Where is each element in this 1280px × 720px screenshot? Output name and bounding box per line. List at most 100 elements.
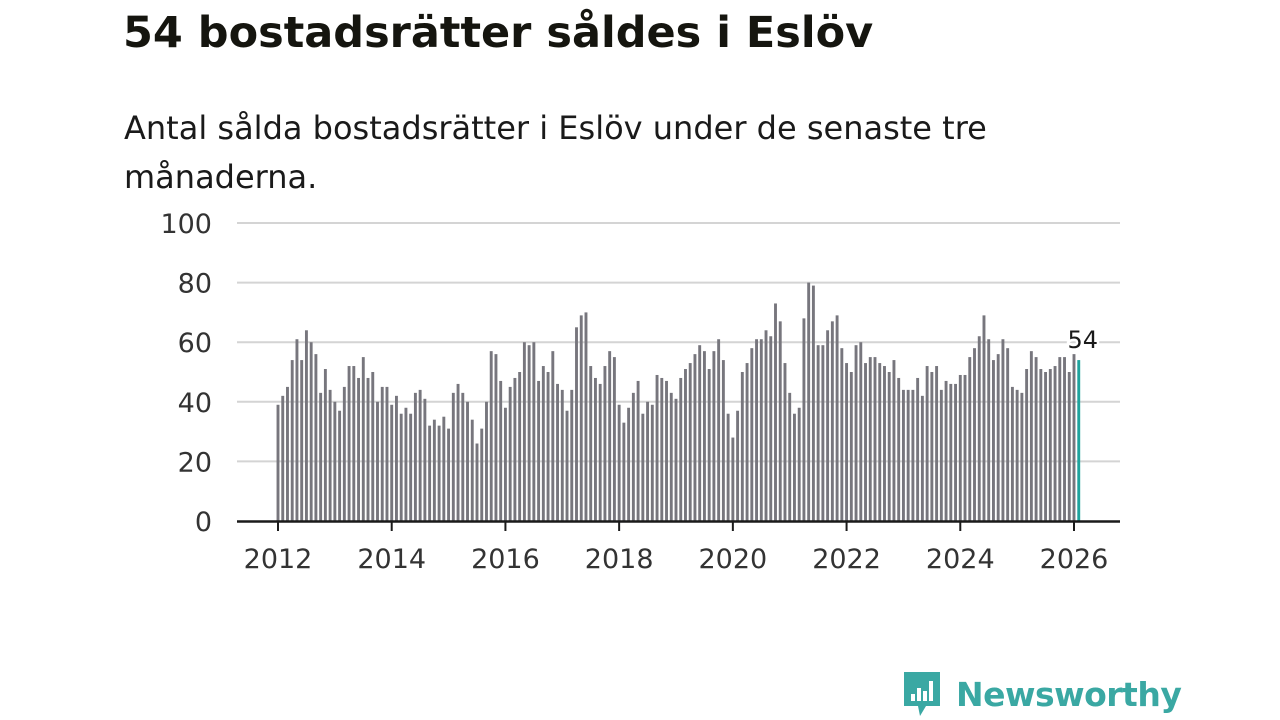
bar (878, 363, 882, 521)
bar (1006, 348, 1010, 521)
bar (485, 401, 488, 521)
bar (949, 383, 953, 521)
bar (963, 374, 967, 521)
bar (603, 366, 607, 521)
y-tick-label: 100 (160, 209, 212, 240)
bar (693, 354, 697, 521)
bar (935, 366, 939, 521)
bar (323, 369, 327, 521)
bar (281, 395, 285, 521)
bar (679, 377, 683, 521)
bar (665, 380, 668, 521)
bar (1058, 357, 1062, 521)
bar (897, 377, 901, 521)
y-tick-label: 0 (195, 507, 212, 538)
bar (309, 342, 313, 521)
bar (338, 410, 342, 521)
bar (304, 330, 308, 521)
bar (769, 336, 773, 521)
brand-name: Newsworthy (956, 674, 1182, 714)
bar (1015, 389, 1019, 521)
bar (911, 389, 915, 521)
bar (575, 327, 578, 521)
bar (816, 345, 820, 521)
bar (973, 348, 976, 521)
bar (968, 357, 972, 521)
bar (522, 342, 526, 521)
bar (684, 369, 687, 521)
bar (594, 377, 597, 521)
bar (807, 282, 811, 521)
x-tick-label: 2016 (471, 544, 540, 575)
bar (835, 315, 839, 521)
bar (518, 372, 522, 521)
x-tick-label: 2026 (1040, 544, 1109, 575)
bar (688, 363, 692, 521)
bar (650, 404, 654, 521)
brand-logo[interactable]: Newsworthy (902, 670, 1182, 718)
bar (499, 380, 503, 521)
bar (461, 392, 465, 521)
bar (413, 392, 417, 521)
bar (390, 404, 394, 521)
bar (631, 392, 635, 521)
bar (627, 407, 631, 521)
bar (395, 395, 398, 521)
bar (868, 357, 872, 521)
bar (328, 389, 332, 521)
bar (290, 360, 294, 521)
bar (366, 377, 370, 521)
bar (745, 363, 749, 521)
bar (987, 339, 991, 521)
bar (736, 410, 740, 521)
bar (674, 398, 678, 521)
bar (1048, 369, 1052, 521)
bar (977, 336, 981, 521)
bar (793, 413, 796, 521)
bar (712, 351, 716, 521)
bar (456, 383, 460, 521)
y-tick-label: 20 (178, 447, 212, 478)
x-tick-label: 2020 (698, 544, 767, 575)
bar (357, 377, 360, 521)
bar (612, 357, 616, 521)
bar (859, 342, 863, 521)
bar (774, 303, 777, 521)
bar (451, 392, 455, 521)
bar (906, 389, 910, 521)
bar (617, 404, 621, 521)
bar (527, 345, 531, 521)
bar (608, 351, 612, 521)
bar (428, 425, 432, 521)
bar (352, 366, 356, 521)
bar (1001, 339, 1005, 521)
bar (826, 330, 830, 521)
chart-subtitle: Antal sålda bostadsrätter i Eslöv under … (124, 109, 987, 196)
bar (992, 360, 995, 521)
bar (1039, 369, 1043, 521)
bar (759, 339, 763, 521)
x-tick-label: 2024 (926, 544, 995, 575)
bar (385, 386, 389, 521)
bar (1025, 369, 1029, 521)
bar (579, 315, 583, 521)
bar (314, 354, 318, 521)
bar (1020, 392, 1024, 521)
bar (982, 315, 986, 521)
bar (437, 425, 441, 521)
bar (1053, 366, 1057, 521)
bar (1063, 357, 1066, 521)
bar (342, 386, 346, 521)
bar (532, 342, 536, 521)
bar (726, 413, 730, 521)
bar (731, 437, 735, 521)
bar (286, 386, 289, 521)
bar (854, 345, 858, 521)
bar (636, 380, 640, 521)
bar (399, 413, 403, 521)
bar (570, 389, 574, 521)
bar (750, 348, 754, 521)
newsworthy-logo-icon (904, 672, 940, 716)
bar (556, 383, 559, 521)
